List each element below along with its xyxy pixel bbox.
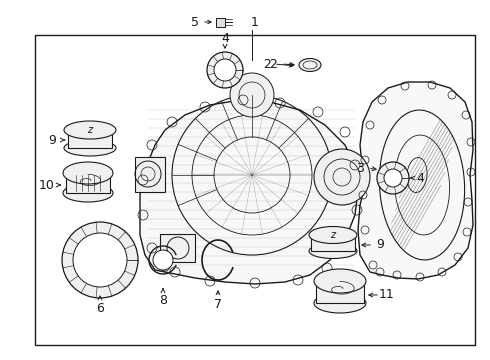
Text: 11: 11	[379, 288, 395, 302]
Circle shape	[73, 233, 127, 287]
Circle shape	[230, 73, 274, 117]
Circle shape	[214, 59, 236, 81]
Ellipse shape	[309, 226, 357, 243]
Text: 6: 6	[96, 302, 104, 315]
Text: 5: 5	[191, 15, 199, 28]
Circle shape	[314, 149, 370, 205]
Bar	[316, 281, 364, 303]
Text: 9: 9	[48, 134, 56, 147]
Text: 9: 9	[376, 239, 384, 252]
Text: 8: 8	[159, 293, 167, 306]
Text: 3: 3	[356, 162, 364, 175]
Ellipse shape	[63, 184, 113, 202]
Bar	[135, 157, 165, 192]
Text: 10: 10	[39, 179, 55, 192]
Text: 4: 4	[221, 32, 229, 45]
Polygon shape	[140, 100, 358, 284]
Ellipse shape	[314, 269, 366, 293]
Circle shape	[207, 52, 243, 88]
Text: z: z	[87, 125, 93, 135]
Circle shape	[377, 162, 409, 194]
Bar	[311, 235, 355, 251]
Ellipse shape	[309, 243, 357, 258]
Text: 7: 7	[214, 298, 222, 311]
Text: 2: 2	[263, 58, 271, 71]
Bar	[68, 130, 112, 148]
Ellipse shape	[64, 140, 116, 156]
Ellipse shape	[64, 121, 116, 139]
Text: 1: 1	[251, 15, 259, 28]
Ellipse shape	[314, 293, 366, 313]
Bar	[216, 18, 225, 27]
Bar	[66, 173, 110, 193]
Ellipse shape	[299, 59, 321, 72]
Circle shape	[153, 250, 173, 270]
Bar	[160, 234, 195, 262]
Circle shape	[62, 222, 138, 298]
Text: z: z	[330, 230, 336, 240]
Text: 4: 4	[416, 171, 424, 185]
Text: 2: 2	[269, 58, 277, 71]
Bar	[35, 35, 475, 345]
Polygon shape	[358, 82, 473, 279]
Ellipse shape	[63, 162, 113, 184]
Circle shape	[167, 237, 189, 259]
Circle shape	[384, 169, 402, 187]
